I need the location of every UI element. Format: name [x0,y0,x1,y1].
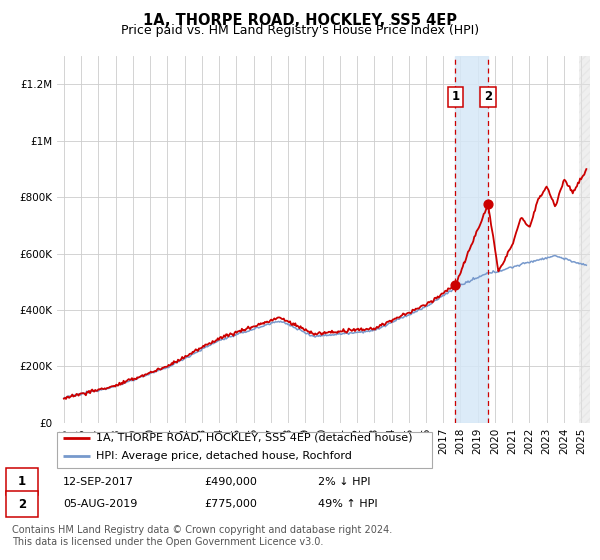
Text: 12-SEP-2017: 12-SEP-2017 [63,477,134,487]
Text: £490,000: £490,000 [204,477,257,487]
Text: 05-AUG-2019: 05-AUG-2019 [63,499,137,509]
Text: 1A, THORPE ROAD, HOCKLEY, SS5 4EP: 1A, THORPE ROAD, HOCKLEY, SS5 4EP [143,13,457,28]
Text: £775,000: £775,000 [204,499,257,509]
Bar [580,56,590,423]
Text: 2: 2 [484,90,492,104]
Text: 1: 1 [18,475,26,488]
Text: 2% ↓ HPI: 2% ↓ HPI [318,477,371,487]
Point [483,200,493,209]
Text: 2: 2 [18,497,26,511]
Text: 1: 1 [451,90,460,104]
Text: 49% ↑ HPI: 49% ↑ HPI [318,499,377,509]
Text: Contains HM Land Registry data © Crown copyright and database right 2024.
This d: Contains HM Land Registry data © Crown c… [12,525,392,547]
Bar [455,56,488,423]
Text: Price paid vs. HM Land Registry's House Price Index (HPI): Price paid vs. HM Land Registry's House … [121,24,479,36]
Text: HPI: Average price, detached house, Rochford: HPI: Average price, detached house, Roch… [96,451,352,460]
Point [451,280,460,289]
Text: 1A, THORPE ROAD, HOCKLEY, SS5 4EP (detached house): 1A, THORPE ROAD, HOCKLEY, SS5 4EP (detac… [96,433,413,442]
